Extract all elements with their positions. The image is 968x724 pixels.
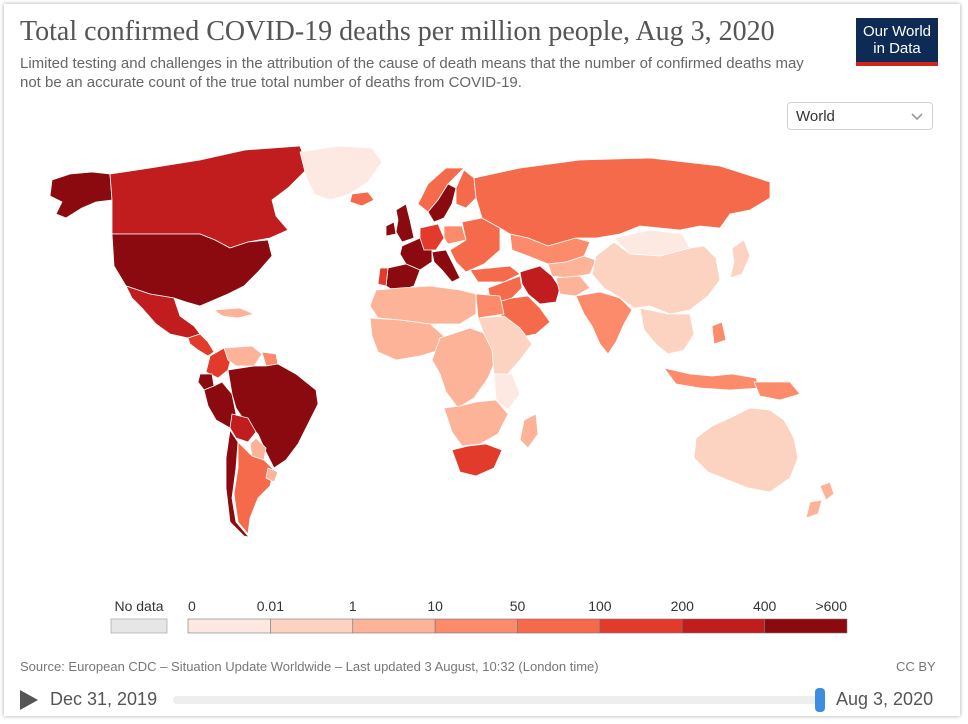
region-united-kingdom[interactable] (395, 203, 415, 243)
legend-bin-1[interactable] (270, 618, 354, 634)
timeline-end-date: Aug 3, 2020 (836, 689, 934, 709)
region-poland[interactable] (443, 225, 467, 245)
region-iceland[interactable] (349, 191, 375, 207)
region-ireland[interactable] (385, 221, 397, 237)
legend-bin-3[interactable] (434, 618, 518, 634)
region-madagascar[interactable] (519, 413, 539, 449)
world-map: No data 0 0.01 1 10 50 100 200 400 >600 (49, 145, 848, 634)
region-guianas[interactable] (261, 351, 279, 367)
legend-bin-0[interactable] (187, 618, 271, 634)
timeline-track[interactable] (173, 696, 823, 704)
region-central-america[interactable] (187, 333, 215, 357)
region-egypt[interactable] (475, 293, 505, 319)
legend-no-data-label: No data (114, 598, 163, 614)
legend-threshold-label: 200 (671, 598, 695, 614)
region-uruguay[interactable] (265, 467, 279, 483)
owid-logo[interactable]: Our World in Data (856, 18, 938, 66)
region-peru[interactable] (203, 381, 237, 429)
chart-title: Total confirmed COVID-19 deaths per mill… (20, 16, 775, 47)
logo-line-1: Our World (862, 23, 932, 40)
region-germany[interactable] (419, 223, 445, 251)
region-select-value: World (796, 108, 835, 125)
region-chile[interactable] (225, 429, 263, 541)
logo-line-2: in Data (873, 40, 921, 57)
license-link[interactable]: CC BY (896, 659, 936, 674)
region-southern-africa[interactable] (443, 399, 509, 447)
region-india[interactable] (575, 291, 633, 355)
region-finland[interactable] (455, 169, 477, 209)
legend-threshold-label: 50 (510, 598, 526, 614)
legend-no-data-swatch[interactable] (110, 618, 168, 634)
region-portugal[interactable] (377, 267, 389, 287)
legend-threshold-label: 100 (588, 598, 612, 614)
region-iran[interactable] (519, 265, 561, 305)
region-sweden[interactable] (427, 183, 457, 223)
region-new-zealand[interactable] (819, 481, 835, 501)
region-north-africa[interactable] (369, 285, 477, 325)
region-china[interactable] (591, 241, 721, 315)
region-turkey[interactable] (469, 265, 521, 283)
timeline-start-date: Dec 31, 2019 (50, 689, 158, 709)
region-select[interactable]: World (787, 102, 933, 130)
legend-threshold-label: 0 (188, 598, 196, 614)
region-indonesia[interactable] (753, 381, 801, 401)
region-southeast-asia[interactable] (639, 307, 695, 355)
region-japan[interactable] (729, 239, 751, 279)
chevron-down-icon (911, 113, 923, 121)
legend-threshold-label: 1 (349, 598, 357, 614)
region-east-africa[interactable] (477, 315, 533, 377)
legend-threshold-label: 10 (427, 598, 443, 614)
source-note: Source: European CDC – Situation Update … (20, 659, 599, 674)
region-central-asia[interactable] (547, 255, 597, 279)
region-tanzania[interactable] (493, 373, 521, 411)
region-indonesia[interactable] (663, 367, 761, 391)
legend-bin-7[interactable] (764, 618, 848, 634)
region-canada[interactable] (109, 145, 309, 249)
legend-threshold-label: >600 (815, 598, 847, 614)
chart-subtitle: Limited testing and challenges in the at… (20, 55, 804, 91)
region-greenland[interactable] (299, 145, 383, 201)
region-afghanistan[interactable] (555, 275, 591, 297)
region-australia[interactable] (693, 407, 799, 493)
play-button[interactable] (20, 690, 38, 710)
legend-bin-6[interactable] (681, 618, 765, 634)
region-philippines[interactable] (711, 321, 727, 345)
legend-bin-5[interactable] (599, 618, 683, 634)
region-south-africa[interactable] (451, 443, 503, 477)
region-west-africa[interactable] (369, 317, 445, 361)
legend-threshold-label: 400 (753, 598, 777, 614)
legend-bin-4[interactable] (517, 618, 601, 634)
region-caribbean[interactable] (213, 307, 255, 319)
region-new-zealand[interactable] (805, 499, 823, 519)
timeline-handle[interactable] (815, 688, 825, 712)
legend-bin-2[interactable] (352, 618, 436, 634)
region-alaska[interactable] (49, 171, 113, 219)
region-italy[interactable] (431, 249, 461, 283)
legend-threshold-label: 0.01 (257, 598, 284, 614)
region-russia[interactable] (473, 157, 771, 247)
region-bolivia[interactable] (229, 413, 257, 443)
region-argentina[interactable] (233, 441, 275, 535)
